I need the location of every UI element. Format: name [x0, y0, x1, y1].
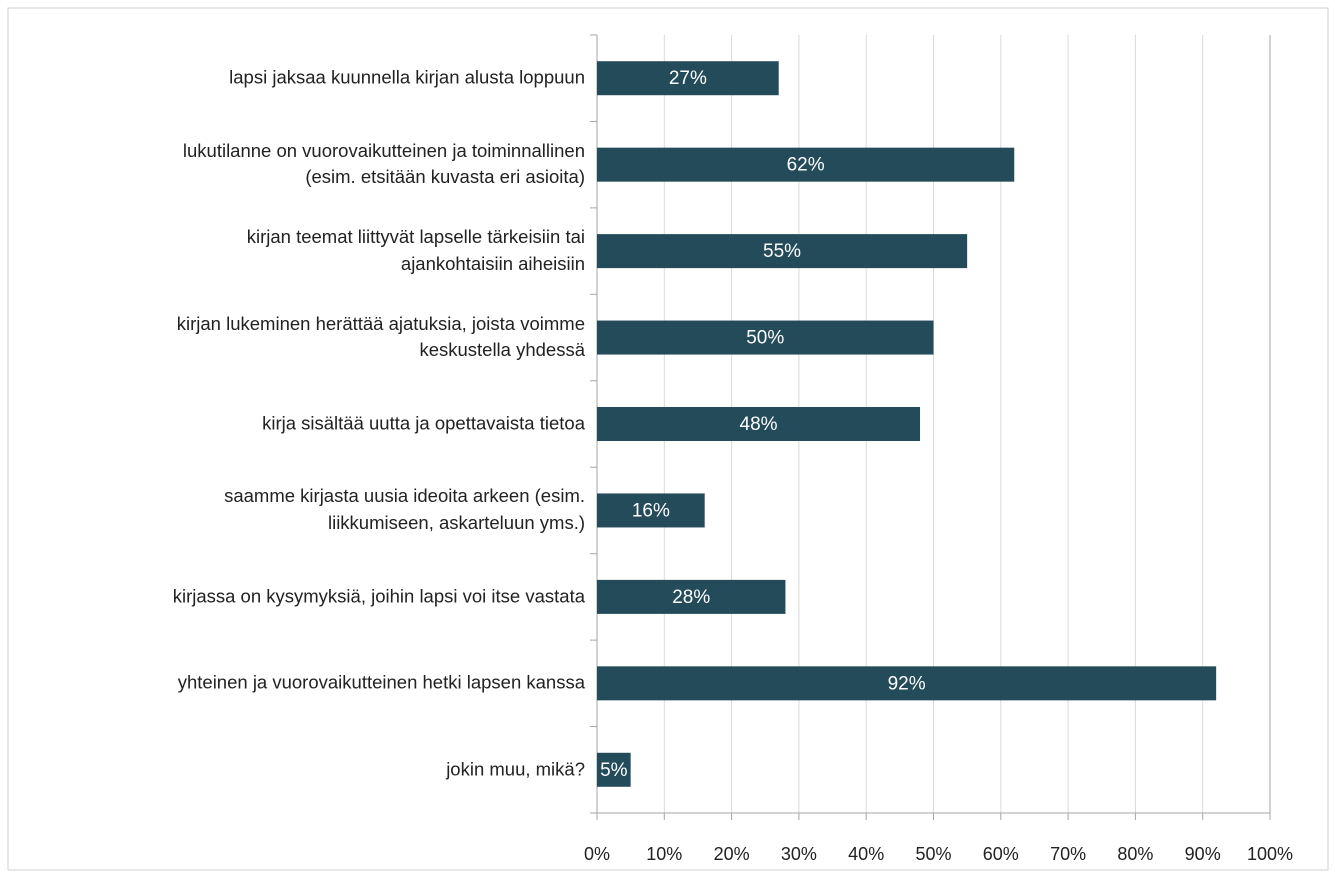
value-label: 5%	[600, 760, 628, 781]
x-tick-label: 0%	[584, 844, 610, 864]
bar	[597, 147, 1015, 182]
x-tick-label: 50%	[915, 844, 951, 864]
category-label: kirjan teemat liittyvät lapselle tärkeis…	[246, 226, 585, 275]
category-label: yhteinen ja vuorovaikutteinen hetki laps…	[177, 671, 585, 693]
bar	[597, 666, 1217, 701]
category-label: lukutilanne on vuorovaikutteinen ja toim…	[182, 139, 585, 188]
x-tick-label: 100%	[1247, 844, 1293, 864]
bar	[597, 579, 786, 614]
bar	[597, 234, 968, 269]
x-tick-label: 20%	[714, 844, 750, 864]
bar	[597, 752, 631, 787]
category-label: kirjassa on kysymyksiä, joihin lapsi voi…	[172, 585, 585, 607]
category-label: lapsi jaksaa kuunnella kirjan alusta lop…	[229, 66, 585, 88]
x-tick-label: 30%	[781, 844, 817, 864]
value-label: 55%	[763, 241, 801, 262]
x-tick-label: 60%	[983, 844, 1019, 864]
x-tick-label: 90%	[1185, 844, 1221, 864]
category-label: kirja sisältää uutta ja opettavaista tie…	[262, 412, 585, 434]
bar	[597, 61, 779, 96]
bar	[597, 407, 921, 441]
x-tick-label: 40%	[848, 844, 884, 864]
x-tick-label: 70%	[1050, 844, 1086, 864]
category-label: saamme kirjasta uusia ideoita arkeen (es…	[224, 485, 585, 534]
value-label: 16%	[632, 500, 670, 521]
frame	[7, 7, 1329, 871]
value-label: 92%	[888, 673, 926, 694]
value-label: 50%	[746, 328, 784, 349]
bar	[597, 320, 934, 355]
x-tick-label: 80%	[1117, 844, 1153, 864]
category-label: jokin muu, mikä?	[446, 758, 585, 780]
category-label: kirjan lukeminen herättää ajatuksia, joi…	[176, 312, 585, 361]
value-label: 62%	[787, 155, 825, 176]
value-label: 48%	[740, 414, 778, 435]
value-label: 27%	[669, 68, 707, 89]
value-label: 28%	[672, 587, 710, 608]
bar	[597, 493, 705, 528]
x-tick-label: 10%	[646, 844, 682, 864]
